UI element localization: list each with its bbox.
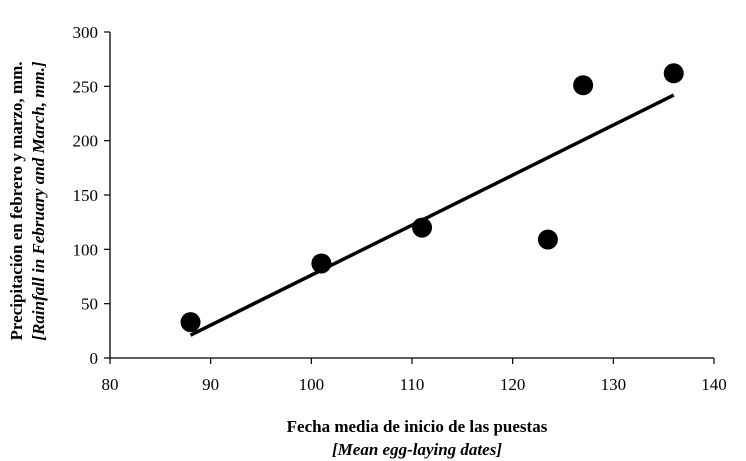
- data-point: [663, 63, 684, 84]
- x-tick-label: 110: [400, 375, 425, 394]
- y-tick-label: 100: [73, 240, 99, 259]
- trendline-group: [189, 93, 675, 337]
- data-point: [412, 217, 433, 238]
- x-tick-label: 120: [500, 375, 526, 394]
- x-axis-ticks: 80 90 100 110 120 130 140: [102, 358, 727, 394]
- x-tick-label: 100: [299, 375, 325, 394]
- x-tick-label: 130: [601, 375, 627, 394]
- x-axis-label: Fecha media de inicio de las puestas: [287, 417, 548, 436]
- x-tick-label: 80: [102, 375, 119, 394]
- y-tick-label: 200: [73, 132, 99, 151]
- y-tick-label: 300: [73, 23, 99, 42]
- data-point: [180, 312, 201, 333]
- data-point: [573, 75, 594, 96]
- y-axis-ticks: 0 50 100 150 200 250 300: [73, 23, 110, 368]
- data-point: [537, 229, 558, 250]
- trendline: [189, 93, 675, 337]
- y-axis-label: Precipitación en febrero y marzo, mm.: [7, 61, 26, 340]
- x-axis-label-translation: [Mean egg-laying dates]: [332, 440, 502, 459]
- y-tick-label: 50: [81, 295, 98, 314]
- y-tick-label: 150: [73, 186, 99, 205]
- axes: [109, 32, 714, 359]
- x-tick-label: 90: [202, 375, 219, 394]
- data-points: [180, 63, 684, 333]
- x-tick-label: 140: [701, 375, 727, 394]
- y-tick-label: 0: [90, 349, 99, 368]
- data-point: [311, 253, 332, 274]
- y-axis-label-translation: [Rainfall in February and March, mm.]: [29, 61, 48, 340]
- y-tick-label: 250: [73, 77, 99, 96]
